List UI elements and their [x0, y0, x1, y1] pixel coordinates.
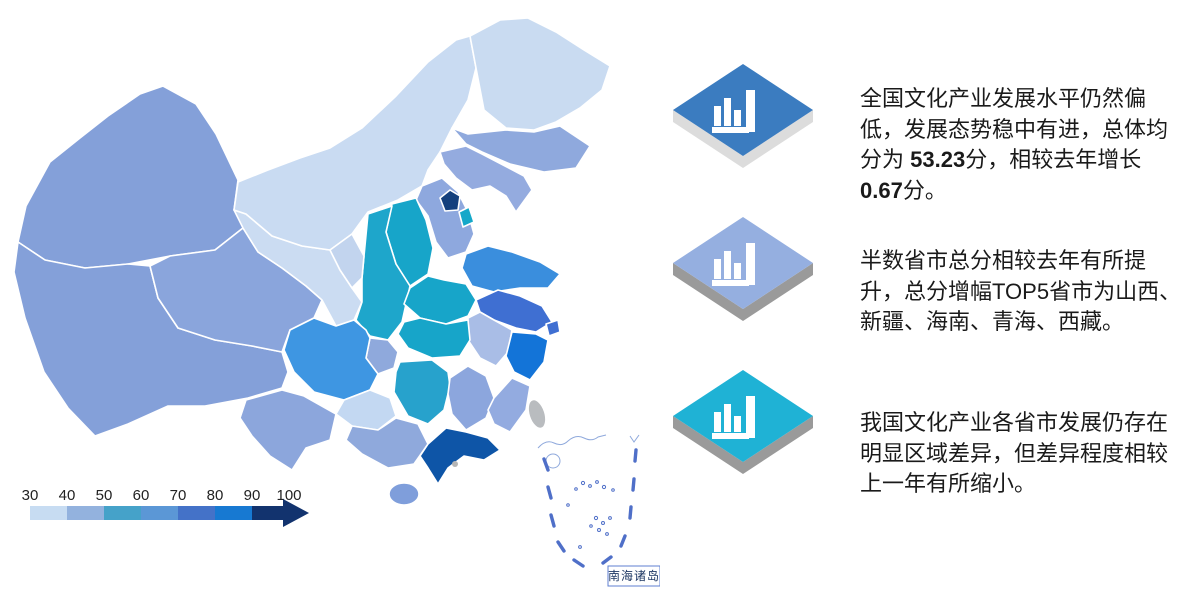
province-taiwan: [527, 398, 547, 430]
province-hunan: [393, 359, 451, 425]
insight-2-text: 半数省市总分相较去年有所提升，总分增幅TOP5省市为山西、新疆、海南、青海、西藏…: [860, 246, 1182, 338]
insight-1-text: 全国文化产业发展水平仍然偏低，发展态势稳中有进，总体均分为 53.23分，相较去…: [860, 84, 1182, 206]
islets: [566, 480, 615, 549]
legend-segment: [141, 506, 178, 520]
legend-segment: [30, 506, 67, 520]
diamond-shadow: [673, 110, 813, 168]
legend-tick: 70: [170, 487, 187, 504]
south-china-sea-inset: 南海诸岛: [537, 434, 660, 587]
legend-segment: [178, 506, 215, 520]
inset-label: 南海诸岛: [608, 568, 660, 583]
diamond-face: [673, 217, 813, 309]
province-shandong: [461, 245, 561, 293]
province-neimenggu: [233, 35, 477, 251]
province-zhejiang: [505, 331, 549, 381]
legend-tick: 30: [22, 487, 39, 504]
province-yunnan: [239, 389, 337, 471]
insight-1-text-mid: 分，相较去年增长: [965, 147, 1142, 172]
bar-chart-glyph: [712, 243, 755, 286]
province-fujian: [487, 377, 531, 433]
diamond-shadow: [673, 416, 813, 474]
province-beijing: [439, 189, 461, 212]
bar-chart-diamond-icon: [673, 370, 813, 474]
province-shanghai: [545, 319, 561, 337]
bar-chart-diamond-icon: [673, 64, 813, 168]
insight-1-text-post: 分。: [902, 177, 947, 203]
legend-arrow: [252, 499, 309, 527]
bar-chart-glyph: [712, 396, 755, 439]
insight-3-text: 我国文化产业各省市发展仍存在明显区域差异，但差异程度相较上一年有所缩小。: [860, 408, 1182, 500]
province-sichuan: [283, 317, 379, 401]
legend-tick: 40: [59, 487, 76, 504]
province-xinjiang: [17, 85, 247, 269]
province-guangdong: [419, 427, 501, 485]
insight-3-icon: [668, 368, 823, 488]
insight-2-icon: [668, 215, 823, 335]
diamond-shadow: [673, 263, 813, 321]
province-guizhou: [335, 389, 397, 431]
legend-tick: 90: [244, 487, 261, 504]
diamond-face: [673, 370, 813, 462]
diamond-face: [673, 64, 813, 156]
bar-chart-glyph: [712, 90, 755, 133]
legend-tick: 50: [96, 487, 113, 504]
province-tianjin: [458, 206, 475, 228]
province-henan: [403, 275, 477, 325]
legend-tick: 60: [133, 487, 150, 504]
province-qinghai: [149, 227, 323, 353]
insight-1-icon: [668, 62, 823, 182]
province-xizang: [13, 241, 289, 437]
insight-1-delta: 0.67: [860, 177, 903, 203]
nine-dash-line: [542, 448, 638, 568]
insight-1-text-pre: 全国文化产业发展水平仍然偏低，发展态势稳中有进，总体均分为: [860, 86, 1169, 172]
province-jilin: [451, 125, 591, 173]
province-ningxia: [329, 233, 365, 289]
province-heilongjiang: [469, 17, 611, 131]
province-hubei: [397, 317, 471, 359]
province-hainan: [388, 482, 420, 506]
map-legend: 30 40 50 60 70 80 90 100: [22, 487, 309, 527]
province-liaoning: [439, 145, 533, 213]
legend-segment: [215, 506, 252, 520]
legend-segment: [67, 506, 104, 520]
legend-tick: 80: [207, 487, 224, 504]
insight-3-text-body: 我国文化产业各省市发展仍存在明显区域差异，但差异程度相较上一年有所缩小。: [860, 410, 1169, 496]
province-shaanxi: [355, 205, 411, 341]
insight-2-text-body: 半数省市总分相较去年有所提升，总分增幅TOP5省市为山西、新疆、海南、青海、西藏…: [860, 248, 1182, 334]
legend-tick: 100: [276, 487, 301, 504]
inset-label-box: [607, 565, 660, 587]
region-hongkong-dot: [452, 461, 458, 467]
insight-1-score: 53.23: [910, 147, 966, 172]
province-jiangxi: [447, 365, 495, 431]
china-choropleth-map: 南海诸岛 30 40 50 60 70 80 90 100: [13, 17, 660, 587]
bar-chart-diamond-icon: [673, 217, 813, 321]
legend-segment: [104, 506, 141, 520]
